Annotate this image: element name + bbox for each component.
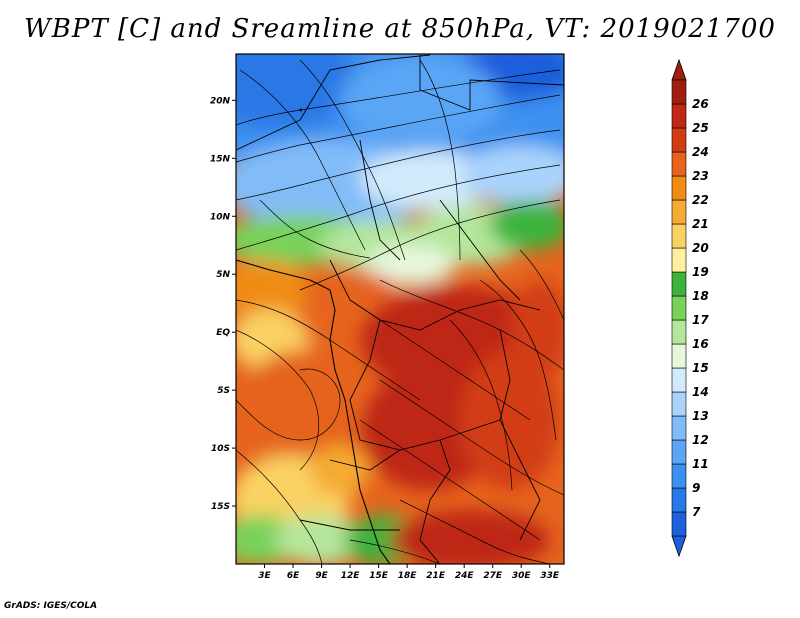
longitude-axis: 3E 6E 9E 12E 15E 18E 21E 24E 27E 30E 33E xyxy=(258,564,560,581)
colorbar-label: 11 xyxy=(692,457,709,471)
colorbar-swatch xyxy=(671,127,687,153)
lon-label: 12E xyxy=(341,571,361,581)
latitude-axis: 20N 15N 10N 5N EQ 5S 10S 15S xyxy=(210,96,236,512)
lon-label: 15E xyxy=(369,571,389,581)
colorbar-label: 14 xyxy=(692,385,709,399)
colorbar-swatch xyxy=(671,439,687,465)
colorbar-label: 13 xyxy=(692,409,709,423)
lon-label: 21E xyxy=(426,571,446,581)
grads-credit: GrADS: IGES/COLA xyxy=(4,601,98,611)
lat-label: 10S xyxy=(211,444,230,454)
colorbar-swatch xyxy=(671,247,687,273)
lat-label: 15N xyxy=(210,154,231,164)
colorbar-label: 22 xyxy=(692,193,709,207)
colorbar-swatch xyxy=(671,343,687,369)
coastline xyxy=(236,259,391,564)
colorbar-label: 18 xyxy=(692,289,709,303)
lon-label: 30E xyxy=(512,571,532,581)
colorbar-label: 12 xyxy=(692,433,709,447)
colorbar-swatch xyxy=(671,367,687,393)
wbpt-field xyxy=(236,54,564,564)
colorbar-swatch xyxy=(671,511,687,537)
colorbar-swatch xyxy=(671,175,687,201)
lon-label: 9E xyxy=(315,571,328,581)
colorbar-swatch xyxy=(671,271,687,297)
colorbar-swatch xyxy=(671,199,687,225)
colorbar-swatch xyxy=(671,223,687,249)
colorbar-swatch xyxy=(671,151,687,177)
lon-label: 24E xyxy=(455,571,475,581)
colorbar-label: 24 xyxy=(692,145,709,159)
colorbar-low-arrow xyxy=(671,535,687,558)
colorbar-swatch xyxy=(671,463,687,489)
colorbar-label: 25 xyxy=(692,121,709,135)
lat-label: 10N xyxy=(210,212,231,222)
lat-label: 5N xyxy=(216,270,230,280)
colorbar-label: 23 xyxy=(692,169,709,183)
colorbar-swatch xyxy=(671,103,687,129)
lat-label: 15S xyxy=(211,502,230,512)
colorbar-label: 15 xyxy=(692,361,709,375)
colorbar-swatch xyxy=(671,319,687,345)
colorbar-label: 20 xyxy=(692,241,709,255)
lon-label: 33E xyxy=(540,571,560,581)
lon-label: 27E xyxy=(483,571,503,581)
colorbar-swatch xyxy=(671,487,687,513)
colorbar: 7 9 11 12 13 14 15 16 17 18 19 20 21 22 23 24 25 26 xyxy=(671,58,709,558)
colorbar-swatch xyxy=(671,391,687,417)
lat-label: 20N xyxy=(210,96,231,106)
colorbar-swatch xyxy=(671,79,687,105)
lat-label: 5S xyxy=(217,386,230,396)
country-borders xyxy=(236,54,564,564)
colorbar-swatch xyxy=(671,415,687,441)
colorbar-high-arrow xyxy=(671,58,687,81)
colorbar-label: 7 xyxy=(692,505,701,519)
lon-label: 18E xyxy=(398,571,418,581)
colorbar-label: 26 xyxy=(692,97,709,111)
lat-label: EQ xyxy=(216,328,230,338)
map-title: WBPT [C] and Sreamline at 850hPa, VT: 20… xyxy=(24,14,776,44)
colorbar-label: 17 xyxy=(692,313,709,327)
colorbar-label: 9 xyxy=(692,481,700,495)
colorbar-label: 19 xyxy=(692,265,709,279)
map-frame xyxy=(235,53,565,565)
colorbar-label: 21 xyxy=(692,217,709,231)
lon-label: 6E xyxy=(287,571,300,581)
colorbar-label: 16 xyxy=(692,337,709,351)
lon-label: 3E xyxy=(258,571,271,581)
colorbar-swatch xyxy=(671,295,687,321)
